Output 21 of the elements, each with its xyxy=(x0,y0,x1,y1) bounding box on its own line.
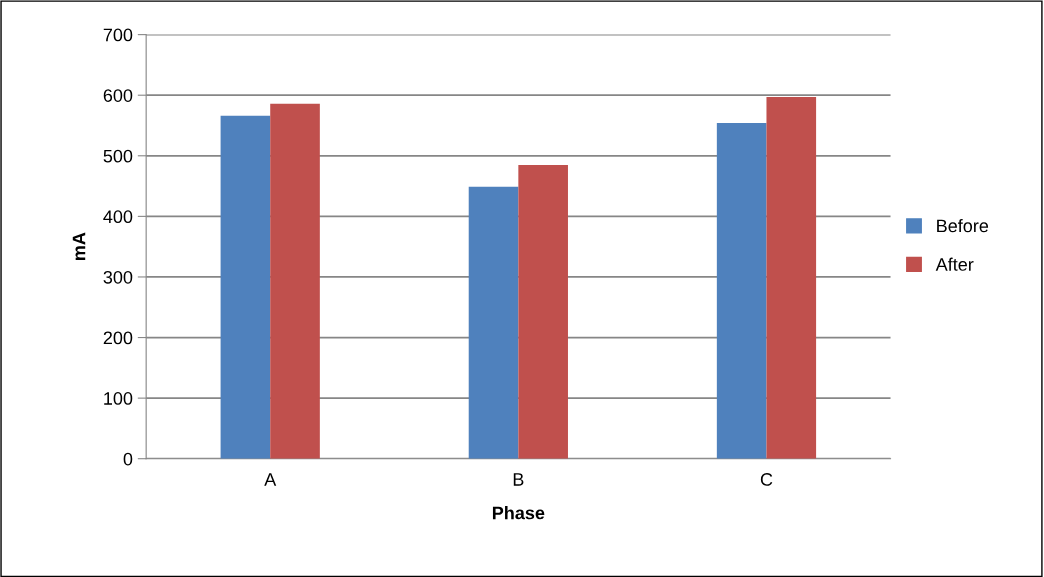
x-tick-label: A xyxy=(264,473,277,486)
legend-label: After xyxy=(935,257,974,271)
legend-label: Before xyxy=(937,219,989,233)
y-tick-label: 700 xyxy=(103,28,133,42)
y-tick-label: 300 xyxy=(103,270,133,284)
y-tick-label: 600 xyxy=(103,89,133,102)
y-tick-label: 200 xyxy=(103,331,133,345)
bar xyxy=(220,115,271,459)
bar xyxy=(766,97,817,459)
y-axis-title: mA xyxy=(72,232,86,261)
y-tick-label: 100 xyxy=(104,392,133,405)
y-tick-label: 0 xyxy=(123,452,133,466)
y-tick-label: 400 xyxy=(103,210,133,224)
bar xyxy=(518,164,568,459)
x-tick-label: C xyxy=(760,473,773,486)
bar xyxy=(468,186,519,459)
y-tick-label: 500 xyxy=(103,149,133,163)
bar xyxy=(716,123,767,459)
x-axis-title: Phase xyxy=(492,506,545,520)
x-tick-label: B xyxy=(513,473,524,486)
bar xyxy=(270,103,320,459)
